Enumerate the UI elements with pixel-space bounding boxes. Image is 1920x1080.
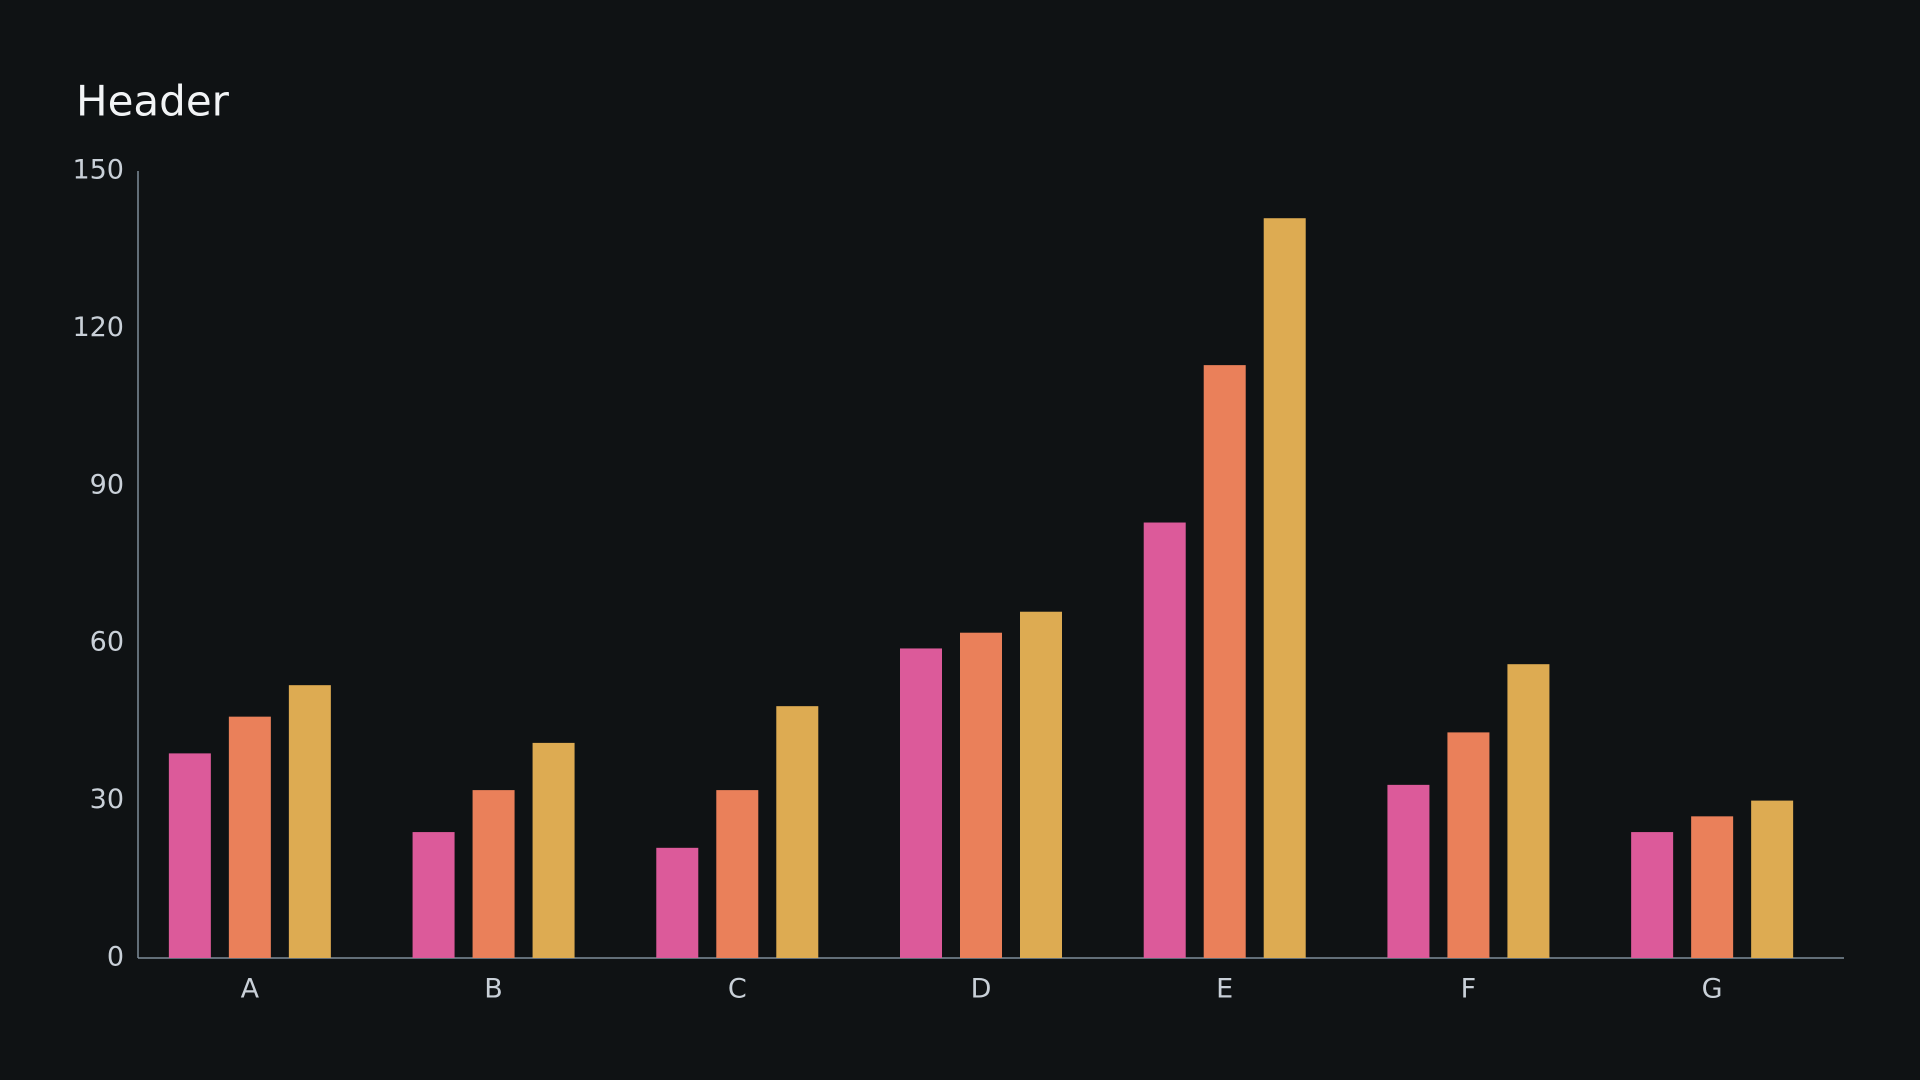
x-tick-label: E: [1216, 974, 1233, 1005]
bar: [288, 685, 331, 958]
bar: [1691, 816, 1734, 958]
bar: [716, 790, 759, 958]
bar: [532, 742, 575, 958]
y-tick-label: 90: [90, 469, 124, 500]
bar: [1447, 732, 1490, 958]
y-tick-label: 120: [72, 312, 124, 343]
x-tick-label: F: [1461, 974, 1477, 1005]
bar: [472, 790, 515, 958]
bar: [1751, 800, 1794, 958]
bar: [412, 832, 455, 958]
bar: [960, 632, 1002, 958]
bar: [1631, 832, 1674, 958]
bar: [228, 716, 271, 958]
x-tick-label: D: [971, 974, 992, 1005]
bar: [1263, 218, 1306, 959]
chart-title: Header: [76, 77, 230, 126]
y-tick-label: 30: [90, 784, 124, 815]
x-tick-label: G: [1702, 974, 1723, 1005]
y-tick-label: 0: [107, 942, 124, 973]
bar: [1020, 611, 1062, 958]
bar: [1143, 522, 1186, 958]
bar: [168, 753, 211, 958]
x-tick-label: A: [241, 974, 260, 1005]
bar: [656, 847, 699, 958]
y-tick-label: 150: [72, 155, 124, 186]
bar: [1387, 784, 1430, 958]
y-tick-label: 60: [90, 627, 124, 658]
bar: [1507, 664, 1550, 958]
x-tick-label: B: [484, 974, 503, 1005]
bar: [776, 706, 819, 958]
x-tick-label: C: [728, 974, 747, 1005]
bar: [900, 648, 942, 958]
bar: [1203, 365, 1246, 958]
